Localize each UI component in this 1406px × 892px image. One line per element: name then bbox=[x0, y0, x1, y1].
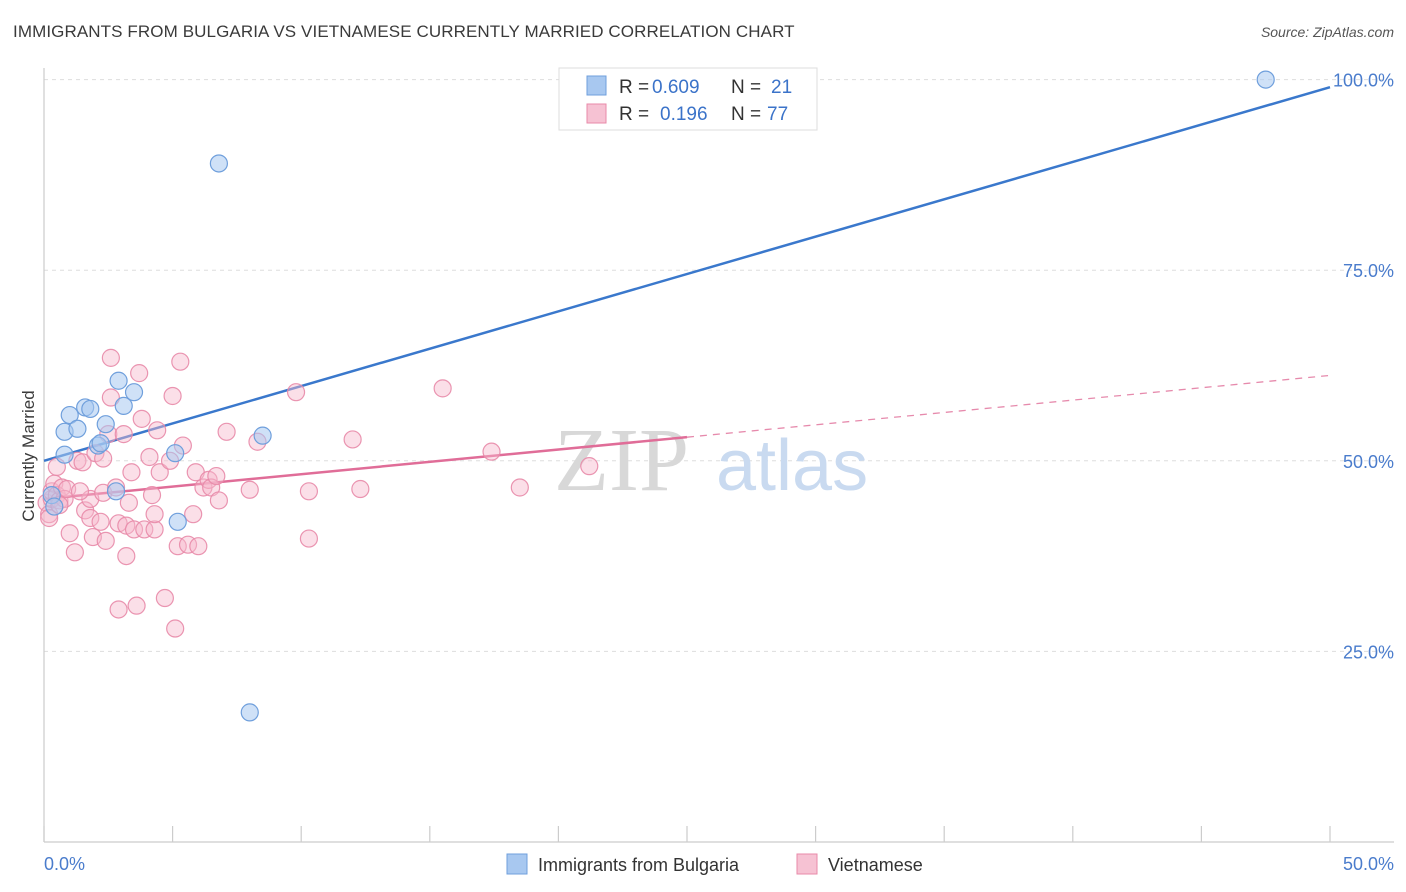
bulgaria-point bbox=[168, 512, 187, 531]
vietnamese-point bbox=[171, 352, 190, 371]
y-tick-labels: 25.0% 50.0% 75.0% 100.0% bbox=[1333, 71, 1394, 663]
y-tick-label-2: 75.0% bbox=[1343, 261, 1394, 281]
vietnamese-point bbox=[207, 466, 226, 486]
source-credit: Source: ZipAtlas.com bbox=[1260, 24, 1394, 40]
vietnamese-point bbox=[433, 379, 452, 398]
y-tick-label-0: 25.0% bbox=[1343, 642, 1394, 662]
vietnamese-point bbox=[96, 531, 115, 550]
watermark: ZIP atlas bbox=[554, 411, 868, 510]
vietnamese-point bbox=[73, 453, 92, 472]
vietnamese-point bbox=[184, 505, 203, 524]
vietnamese-point bbox=[351, 479, 370, 499]
vietnamese-point bbox=[114, 425, 133, 444]
bulgaria-point bbox=[81, 399, 100, 419]
vietnamese-point bbox=[580, 457, 599, 476]
vietnamese-point bbox=[91, 512, 110, 531]
vietnamese-points bbox=[37, 348, 599, 638]
y-tick-label-3: 100.0% bbox=[1333, 71, 1394, 91]
legend: R = 0.609 N = 21 R = 0.196 N = 77 bbox=[558, 67, 818, 131]
bulgaria-point bbox=[166, 444, 185, 463]
vietnamese-point bbox=[299, 482, 319, 501]
legend-r-label-0: R = bbox=[619, 77, 649, 98]
vietnamese-point bbox=[189, 537, 208, 556]
x-tick-label-1: 50.0% bbox=[1343, 854, 1394, 874]
vietnamese-point bbox=[122, 463, 141, 482]
vietnamese-point bbox=[482, 442, 501, 461]
bulgaria-point bbox=[253, 426, 272, 445]
bulgaria-point bbox=[68, 419, 87, 438]
vietnamese-point bbox=[65, 543, 84, 562]
chart-title: IMMIGRANTS FROM BULGARIA VS VIETNAMESE C… bbox=[13, 22, 795, 41]
bottom-legend-swatch-pink bbox=[796, 853, 818, 875]
bulgaria-point bbox=[240, 703, 259, 722]
vietnamese-point bbox=[109, 600, 128, 619]
bulgaria-point bbox=[91, 434, 110, 453]
bulgaria-point bbox=[45, 497, 64, 516]
vietnamese-point bbox=[130, 364, 149, 383]
vietnamese-point bbox=[124, 520, 144, 539]
vietnamese-point bbox=[70, 482, 90, 501]
axes bbox=[43, 68, 1394, 843]
watermark-zip: ZIP bbox=[554, 411, 689, 510]
vietnamese-point bbox=[145, 520, 164, 539]
vietnamese-point bbox=[299, 529, 319, 548]
legend-r-label-1: R = bbox=[619, 104, 649, 125]
vietnamese-point bbox=[101, 388, 120, 407]
vietnamese-point bbox=[286, 383, 306, 402]
trend-line-vietnamese bbox=[43, 435, 688, 501]
bulgaria-point bbox=[60, 405, 79, 425]
trend-lines bbox=[43, 86, 1331, 501]
bulgaria-point bbox=[55, 445, 74, 464]
watermark-atlas: atlas bbox=[716, 426, 868, 506]
vietnamese-point bbox=[101, 348, 120, 367]
vietnamese-point bbox=[510, 478, 529, 497]
vietnamese-point bbox=[150, 463, 169, 482]
bulgaria-point bbox=[106, 482, 126, 501]
legend-swatch-pink bbox=[586, 103, 607, 124]
grid-lines bbox=[44, 79, 1394, 652]
vietnamese-point bbox=[343, 430, 362, 449]
bulgaria-point bbox=[209, 154, 228, 173]
vietnamese-point bbox=[119, 493, 138, 512]
legend-n-value-0: 21 bbox=[771, 77, 792, 98]
vietnamese-point bbox=[81, 508, 100, 528]
vietnamese-point bbox=[132, 409, 151, 428]
bulgaria-point bbox=[96, 415, 115, 434]
bulgaria-point bbox=[1256, 70, 1275, 89]
vietnamese-point bbox=[148, 421, 167, 440]
bulgaria-points bbox=[42, 70, 1275, 722]
legend-r-value-1: 0.196 bbox=[660, 104, 708, 125]
vietnamese-point bbox=[217, 422, 236, 441]
y-axis-label: Currently Married bbox=[19, 390, 38, 521]
y-tick-label-1: 50.0% bbox=[1343, 452, 1394, 472]
vietnamese-point bbox=[60, 524, 79, 543]
legend-n-value-1: 77 bbox=[767, 104, 788, 125]
bottom-legend: Immigrants from Bulgaria Vietnamese bbox=[506, 853, 923, 875]
vietnamese-point bbox=[142, 486, 162, 505]
bottom-legend-label-vietnamese: Vietnamese bbox=[828, 855, 923, 875]
trend-line-bulgaria bbox=[43, 86, 1331, 463]
legend-swatch-blue bbox=[586, 75, 607, 96]
bulgaria-point bbox=[114, 396, 133, 416]
vietnamese-point bbox=[240, 480, 259, 499]
legend-r-value-0: 0.609 bbox=[652, 77, 700, 98]
vietnamese-point bbox=[163, 386, 182, 406]
bulgaria-point bbox=[109, 371, 128, 390]
vietnamese-point bbox=[135, 520, 154, 539]
vietnamese-point bbox=[140, 447, 159, 467]
vietnamese-point bbox=[145, 505, 164, 524]
x-tick-label-0: 0.0% bbox=[44, 854, 85, 874]
bottom-legend-swatch-blue bbox=[506, 853, 528, 875]
vietnamese-point bbox=[166, 619, 185, 638]
legend-n-label-0: N = bbox=[731, 77, 761, 98]
trend-line-vietnamese-extension bbox=[686, 374, 1331, 438]
bottom-legend-label-bulgaria: Immigrants from Bulgaria bbox=[538, 855, 740, 875]
vietnamese-point bbox=[117, 546, 136, 566]
vietnamese-point bbox=[155, 588, 174, 608]
bulgaria-point bbox=[124, 383, 144, 402]
legend-n-label-1: N = bbox=[731, 104, 761, 125]
vietnamese-point bbox=[127, 596, 146, 615]
vietnamese-point bbox=[209, 491, 228, 510]
